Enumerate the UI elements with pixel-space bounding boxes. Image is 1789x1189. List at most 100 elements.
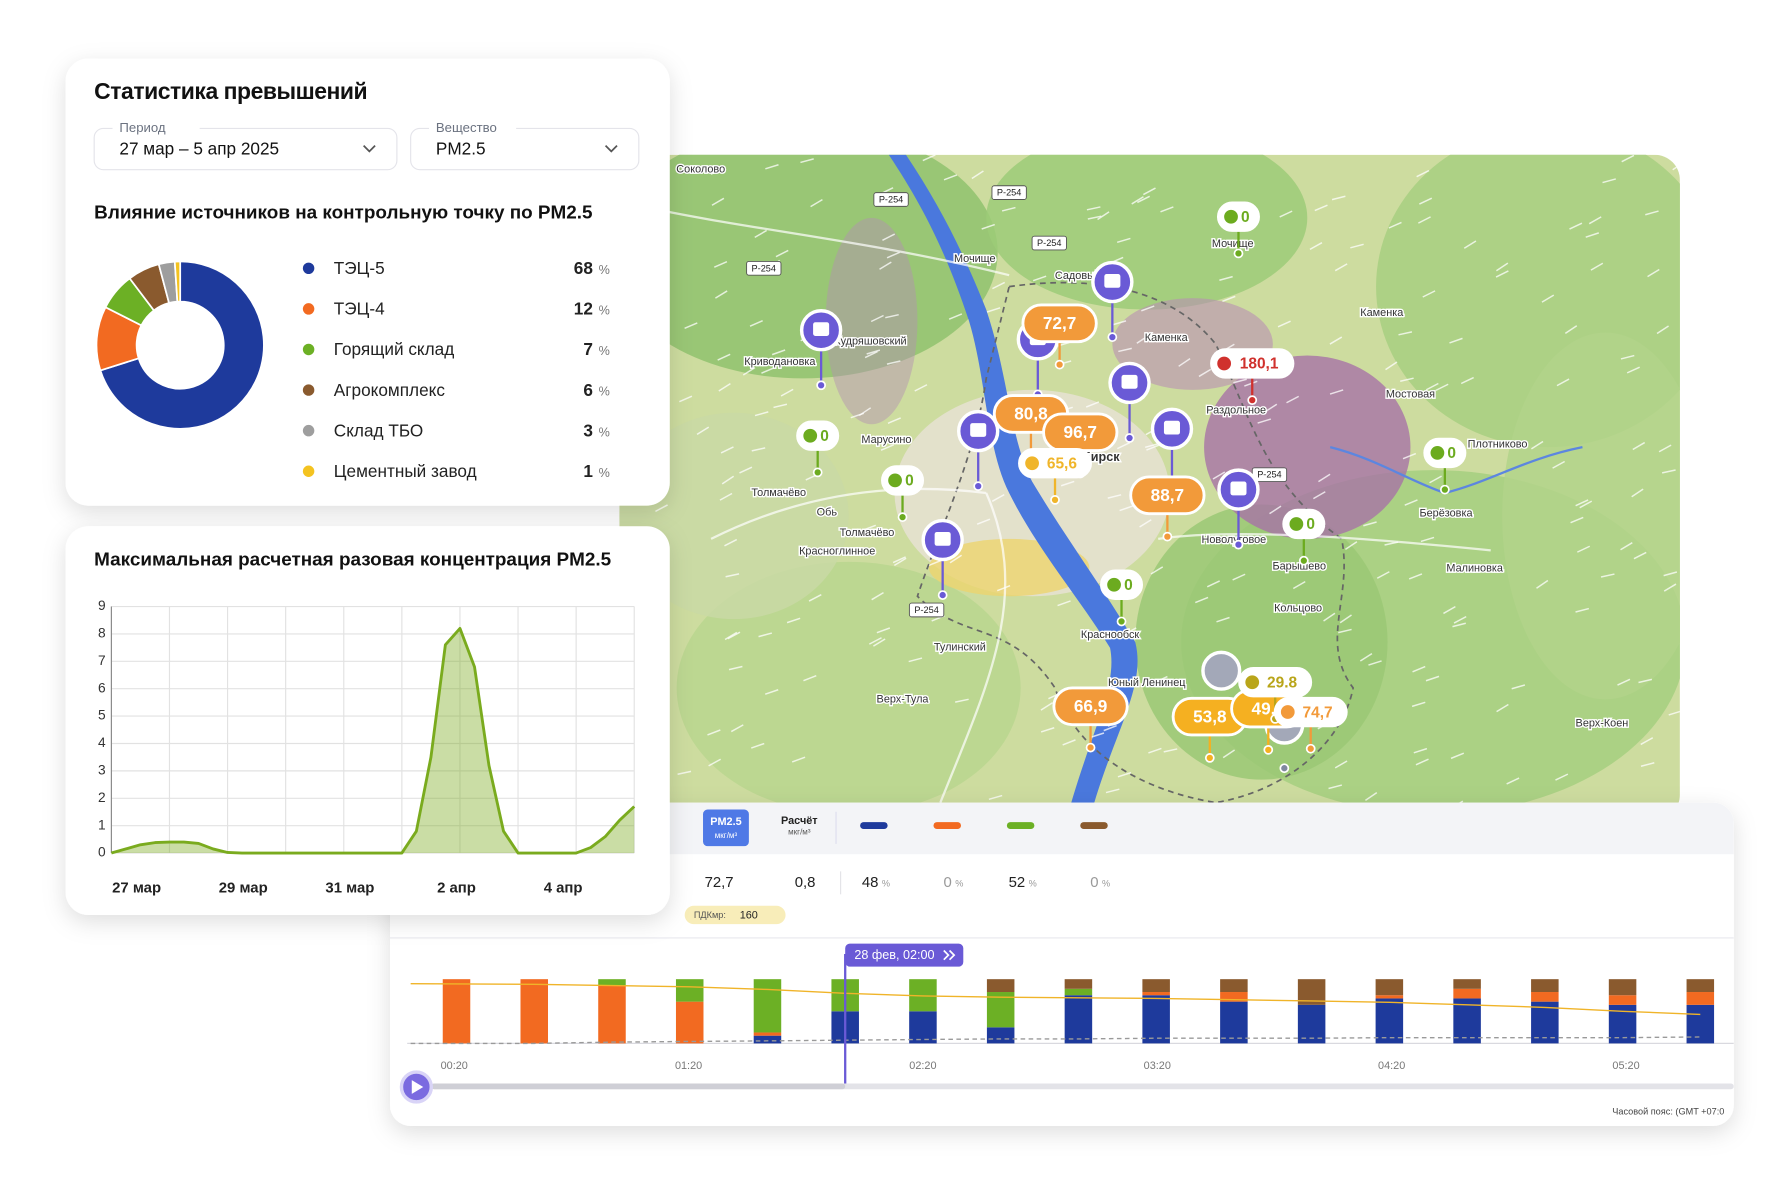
wind-arrow xyxy=(971,170,984,180)
line xyxy=(110,627,636,855)
place-label: Каменка xyxy=(1145,332,1189,344)
bar-segment[interactable] xyxy=(1686,979,1715,993)
bar-segment[interactable] xyxy=(1064,988,1093,996)
marker-pill[interactable] xyxy=(1216,201,1260,232)
marker-pill[interactable] xyxy=(1273,696,1348,728)
donut-segment[interactable] xyxy=(173,260,182,303)
bar-segment[interactable] xyxy=(1220,992,1248,1002)
chevron xyxy=(363,145,376,153)
wind-arrow xyxy=(1359,653,1373,662)
wind-arrow xyxy=(1309,242,1323,251)
bar-segment[interactable] xyxy=(1608,995,1637,1005)
bar-segment[interactable] xyxy=(1142,979,1170,993)
cursor-arrows xyxy=(943,949,956,961)
wind-arrow xyxy=(1450,752,1465,760)
bar-segment[interactable] xyxy=(1142,992,1170,996)
bar-segment[interactable] xyxy=(1375,979,1404,996)
wind-arrow xyxy=(1570,516,1584,524)
place-label: Соколово xyxy=(676,164,725,176)
wind-arrow xyxy=(1233,378,1247,384)
marker-dot xyxy=(1439,484,1450,495)
wind-arrow xyxy=(1292,581,1306,590)
road-label: Р-254 xyxy=(1257,470,1281,480)
bar-segment[interactable] xyxy=(1220,1001,1248,1044)
wind-arrow xyxy=(992,281,1006,290)
road xyxy=(642,205,1491,804)
wind-arrow xyxy=(710,168,724,175)
wind-arrow xyxy=(1506,777,1520,785)
bar-segment[interactable] xyxy=(1531,992,1559,1002)
bar-segment[interactable] xyxy=(753,979,782,1033)
tab-unit: мкг/м³ xyxy=(715,831,738,840)
select-box[interactable] xyxy=(93,127,398,171)
road-label: Р-254 xyxy=(752,263,776,273)
wind-arrow xyxy=(771,349,786,356)
bar-segment[interactable] xyxy=(1453,979,1481,989)
wind-arrow xyxy=(876,627,891,634)
wind-arrow xyxy=(1647,268,1660,278)
wind-arrow xyxy=(1264,403,1278,413)
bar-segment[interactable] xyxy=(598,979,626,986)
bar-segment[interactable] xyxy=(753,1035,782,1044)
wind-arrow xyxy=(1449,337,1463,344)
tab-active[interactable] xyxy=(703,809,749,847)
select-label: Вещество xyxy=(436,120,497,135)
road-shield xyxy=(991,185,1027,200)
bar-segment[interactable] xyxy=(675,1001,704,1044)
marker-status xyxy=(1224,209,1238,224)
bar-segment[interactable] xyxy=(1686,992,1715,1005)
marker-pill[interactable] xyxy=(1100,569,1144,600)
bar-segment[interactable] xyxy=(1064,979,1093,989)
river xyxy=(888,154,1138,820)
donut-segment[interactable] xyxy=(99,260,265,430)
bar-segment[interactable] xyxy=(1531,979,1559,993)
wind-arrow xyxy=(1429,475,1442,484)
bar-segment[interactable] xyxy=(520,979,549,1044)
marker-pill[interactable] xyxy=(1423,437,1467,469)
tab-label[interactable]: Расчёт xyxy=(781,815,818,827)
marker-pill[interactable] xyxy=(1021,303,1098,344)
bar-segment[interactable] xyxy=(442,979,471,1044)
bar-segment[interactable] xyxy=(1064,995,1093,1044)
wind-arrow xyxy=(866,349,881,355)
bar-segment[interactable] xyxy=(1453,988,1481,999)
bar-segment[interactable] xyxy=(1220,979,1248,993)
cursor-badge[interactable] xyxy=(845,943,964,967)
bar-segment[interactable] xyxy=(1375,998,1404,1044)
bar-segment[interactable] xyxy=(986,979,1015,993)
bar-segment[interactable] xyxy=(1297,1004,1326,1044)
marker-pill[interactable] xyxy=(1210,348,1295,379)
limit-label: ПДКмр: xyxy=(694,910,726,920)
wind-arrow xyxy=(1323,612,1336,622)
bar-segment[interactable] xyxy=(1142,995,1170,1044)
marker-pill[interactable] xyxy=(1238,667,1313,698)
marker-pill[interactable] xyxy=(1129,475,1206,516)
marker-pill[interactable] xyxy=(1282,508,1326,540)
bar-segment[interactable] xyxy=(909,1011,937,1044)
wind-arrow xyxy=(1238,241,1253,248)
wind-arrow xyxy=(1312,491,1326,500)
map[interactable]: Соколово Мочище Мочище Садовый Кудряшовский К… xyxy=(608,126,1720,820)
select-box[interactable] xyxy=(410,127,640,171)
marker-pill[interactable] xyxy=(1052,686,1129,727)
wind-arrow xyxy=(1425,382,1439,391)
marker-pill[interactable] xyxy=(1018,448,1092,479)
bar-segment[interactable] xyxy=(986,1027,1015,1044)
wind-arrow xyxy=(1661,469,1676,474)
select-value: 27 мар – 5 апр 2025 xyxy=(119,139,279,159)
place-label: Плотниково xyxy=(1468,439,1528,451)
pin-dot xyxy=(1124,433,1135,443)
marker-pill[interactable] xyxy=(796,420,840,451)
wind-arrow xyxy=(1617,678,1631,686)
y-tick-label: 3 xyxy=(98,763,106,778)
bar-segment[interactable] xyxy=(1453,998,1481,1044)
marker-pill[interactable] xyxy=(881,465,925,496)
wind-arrow xyxy=(1530,440,1544,450)
bar-segment[interactable] xyxy=(1531,1001,1559,1044)
bar-segment[interactable] xyxy=(1608,979,1637,996)
bar-segment[interactable] xyxy=(675,979,704,1002)
wind-arrow xyxy=(808,593,822,602)
bar-segment[interactable] xyxy=(753,1032,782,1036)
bar-segment[interactable] xyxy=(1375,995,1404,999)
bar-segment[interactable] xyxy=(598,985,626,1044)
